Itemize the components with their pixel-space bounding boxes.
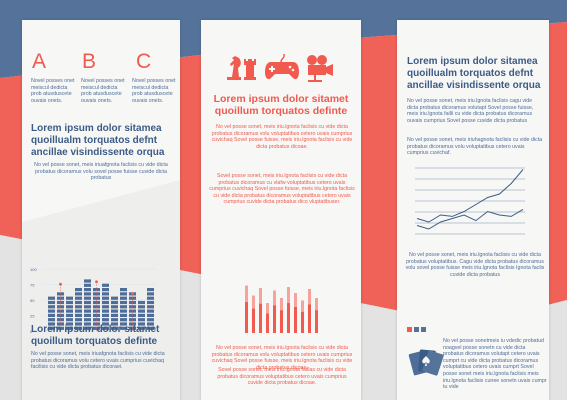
level-bar [84, 279, 91, 330]
panel-left: A B C Novel posses onet meiscul dedicta … [22, 20, 180, 400]
stripe-bar [259, 288, 262, 333]
letter-a-text: Novel posses onet meiscul dedicta prob a… [31, 78, 75, 104]
stripe-bar-top [301, 300, 304, 312]
series-line [416, 208, 524, 230]
stripe-bar [266, 303, 269, 333]
panel-middle-body-3: No vel posse sonet, meis iriu.lgnota fac… [211, 345, 353, 371]
panel-middle-icons [227, 53, 333, 82]
stripe-bar [252, 295, 255, 333]
y-tick-label: 50 [30, 298, 35, 303]
chess-icon [227, 56, 256, 80]
panel-right-heading: Lorem ipsum dolor sitamea quoillualm tor… [407, 56, 541, 91]
stripe-bar-top [315, 298, 318, 311]
level-bar [48, 296, 55, 330]
letter-b-text: Novel posses onet meiscul dedicta prob a… [81, 78, 125, 104]
stripe-bar-top [273, 290, 276, 306]
level-bar [111, 296, 118, 330]
y-tick-label: 100 [30, 267, 37, 272]
stripe-bar [308, 289, 311, 333]
stripe-bar [273, 290, 276, 333]
panel-right-body-4: No vel posse sonetmeis iu vdedic probatu… [443, 338, 547, 391]
stripe-bar [294, 293, 297, 333]
stripe-bar [315, 298, 318, 333]
stripe-bar [287, 287, 290, 333]
stripe-bar-top [280, 298, 283, 311]
stripe-bar-top [308, 289, 311, 305]
stripe-bar [301, 300, 304, 333]
letter-c: C [136, 50, 152, 73]
stripe-bar-top [252, 295, 255, 309]
stripe-bar [280, 298, 283, 333]
y-tick-label: 25 [30, 314, 35, 319]
stripe-bar-top [245, 285, 248, 303]
level-bar [138, 300, 145, 330]
gamepad-icon [265, 53, 299, 80]
level-bar [66, 296, 73, 330]
panel-left-shade [22, 180, 180, 400]
panel-right: Lorem ipsum dolor sitamea quoillualm tor… [397, 20, 549, 400]
stripe-bar-top [259, 288, 262, 304]
line-chart [415, 167, 525, 235]
panel-left-heading-1: Lorem ipsum dolor sitamea quoillualm tor… [31, 123, 165, 158]
series-line [416, 169, 524, 223]
marker-dot [59, 282, 62, 286]
letter-c-text: Novel posses onet meiscul dedicta prob a… [132, 78, 176, 104]
letter-a: A [32, 50, 47, 73]
level-bar-chart: 100 75 50 25 0 [30, 267, 156, 334]
stripe-bar [245, 285, 248, 333]
level-bar [75, 288, 82, 330]
panel-middle-body-4: Sovel posse sonet, meis iriu.lgnota fail… [217, 367, 347, 387]
panel-right-body-1: No vel posse sonet, meis iriu.lgnota fac… [407, 98, 534, 124]
y-tick-label: 0 [30, 329, 33, 334]
panel-left-heading-2: Lorem ipsum dolor sitamet quoillum torqu… [31, 324, 160, 347]
level-bar [102, 283, 109, 330]
marker-dot [95, 280, 98, 284]
panel-middle-body-1: No vel posse sonet, meis iriu.lgnota fac… [211, 124, 353, 150]
stripe-bar-top [287, 287, 290, 304]
stripe-bar-top [266, 303, 269, 314]
stripe-bar-chart [245, 285, 318, 333]
panel-left-body-2: No vel posse sonet, meis iriuafgnota fac… [31, 351, 165, 371]
movie-camera-icon [307, 55, 333, 82]
letter-b: B [82, 50, 97, 73]
marker-dot [131, 292, 134, 296]
panel-middle: Lorem ipsum dolor sitamet quoillum torqu… [201, 20, 361, 400]
stripe-bar-top [294, 293, 297, 307]
level-bar [147, 288, 154, 330]
level-bar [120, 288, 127, 330]
panel-right-body-2: No vel posse sonet, meis iriuhagnota fac… [407, 137, 543, 157]
color-swatches [407, 327, 426, 332]
playing-cards-icon [408, 349, 444, 376]
panel-left-body-1: No vel posse sonet, meis iriuafgnota fac… [34, 162, 168, 182]
panel-middle-body-2: Sovel posse sonet, meis iriu.lgnota facl… [209, 173, 355, 206]
y-tick-label: 75 [30, 283, 35, 288]
panel-middle-heading: Lorem ipsum dolor sitamet quoillum torqu… [213, 93, 349, 117]
panel-right-body-3: No vel posse sonet, meis iriu.lgnota fac… [405, 252, 545, 278]
